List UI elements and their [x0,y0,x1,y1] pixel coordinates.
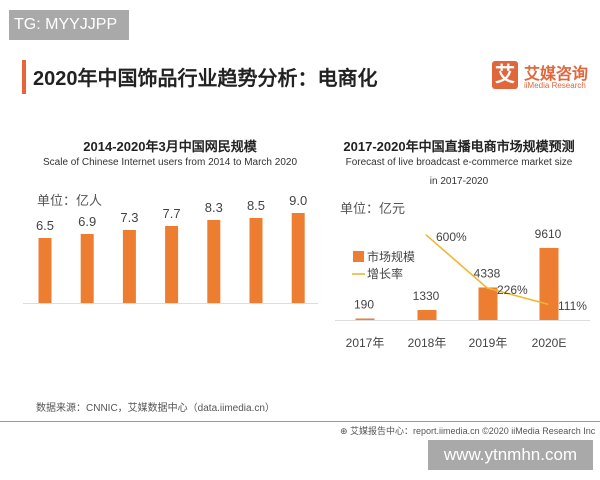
legend-bar-label: 市场规模 [367,249,415,264]
chart2-x-tick: 2019年 [469,336,508,350]
chart2-line-point [547,303,549,305]
chart1-bar [249,218,263,303]
chart2-subtitle: Forecast of live broadcast e-commerce ma… [345,157,573,168]
chart1-data-label: 6.9 [78,214,96,229]
chart2-x-tick: 2020E [532,336,567,350]
chart2-bar [478,287,498,320]
chart1-data-label: 6.5 [36,218,54,233]
chart2-bar [355,318,375,320]
chart2-line-label: 111% [558,299,587,313]
logo-icon: 艾 [492,61,518,89]
chart1-bar [38,238,52,303]
chart1-data-label: 8.5 [247,198,265,213]
watermark-bottom: www.ytnmhn.com [428,440,593,470]
data-source: 数据来源：CNNIC，艾媒数据中心（data.iimedia.cn） [36,403,275,414]
footer-copy: 艾媒报告中心：report.iimedia.cn ©2020 iiMedia R… [350,426,596,436]
legend-bar-swatch [353,251,364,262]
title-accent-bar [22,60,26,94]
chart1-bar [80,234,94,303]
chart2-subtitle2: in 2017-2020 [429,176,489,187]
chart2-line-point [486,287,488,289]
chart1-data-label: 7.3 [120,210,138,225]
charts-svg: 6.5 6.9 7.3 7.7 8.3 8.5 9.0 190 2017年 1330 2018年 43… [23,193,590,350]
chart2-x-tick: 2017年 [346,336,385,350]
watermark-top: TG: MYYJJPP [9,10,129,40]
chart1-data-label: 9.0 [289,193,307,208]
chart2-bar [539,247,559,320]
chart2-bar-label: 9610 [535,227,562,241]
footer-divider [0,421,600,422]
logo-en: iiMedia Research [524,81,586,90]
chart2-bar-label: 1330 [413,289,440,303]
chart1-unit: 单位：亿人 [37,193,103,208]
page-title: 2020年中国饰品行业趋势分析：电商化 [33,68,378,90]
chart1-data-label: 7.7 [163,206,181,221]
chart2-bar-label: 4338 [474,266,501,280]
legend-line-label: 增长率 [367,266,403,281]
chart2-title: 2017-2020年中国直播电商市场规模预测 [343,139,575,154]
chart1-bar [165,226,179,303]
globe-icon: ⊕ [340,426,351,436]
logo-cn: 艾媒咨询 [524,66,589,83]
chart1-data-label: 8.3 [205,200,223,215]
chart2-unit: 单位：亿元 [340,201,406,216]
chart1-bar [207,220,221,303]
chart1-subtitle: Scale of Chinese Internet users from 201… [42,157,298,168]
chart2-bar-label: 190 [354,298,374,312]
footer-text: ⊕ 艾媒报告中心：report.iimedia.cn ©2020 iiMedia… [340,424,595,437]
chart1-title: 2014-2020年3月中国网民规模 [83,139,257,154]
chart2-line-label: 600% [436,230,467,244]
chart2-line-point [425,234,427,236]
chart1-bar [122,230,136,303]
chart1-bar [291,213,305,303]
chart2-x-tick: 2018年 [408,336,447,350]
chart2-bar [417,310,437,320]
chart2-line-label: 226% [497,283,528,297]
